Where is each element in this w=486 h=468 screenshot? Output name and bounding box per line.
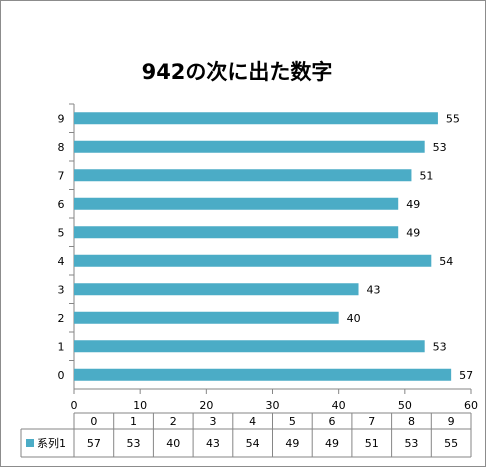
table-value-cell: 40 bbox=[166, 437, 180, 450]
x-tick-label: 30 bbox=[266, 399, 280, 412]
table-header-cell: 2 bbox=[170, 415, 177, 428]
x-tick-label: 0 bbox=[71, 399, 78, 412]
bar bbox=[74, 254, 432, 267]
y-tick-label: 8 bbox=[58, 141, 65, 154]
table-header-cell: 3 bbox=[209, 415, 216, 428]
data-label: 57 bbox=[459, 369, 473, 382]
y-tick-label: 5 bbox=[58, 226, 65, 239]
table-header-cell: 8 bbox=[408, 415, 415, 428]
bar bbox=[74, 311, 339, 324]
x-tick-label: 20 bbox=[199, 399, 213, 412]
table-header-cell: 1 bbox=[130, 415, 137, 428]
x-tick-label: 50 bbox=[398, 399, 412, 412]
bar bbox=[74, 112, 438, 125]
y-tick-label: 4 bbox=[58, 255, 65, 268]
data-label: 53 bbox=[433, 340, 447, 353]
table-value-cell: 51 bbox=[365, 437, 379, 450]
x-tick-label: 10 bbox=[133, 399, 147, 412]
table-value-cell: 54 bbox=[246, 437, 260, 450]
y-tick-label: 0 bbox=[58, 369, 65, 382]
plot-area: 0 10 20 30 40 50 60 0 57 1 53 2 40 3 43 4 54 5 49 6 49 7 51 8 53… bbox=[58, 103, 478, 412]
y-tick-label: 2 bbox=[58, 312, 65, 325]
table-header-cell: 5 bbox=[289, 415, 296, 428]
table-header-cell: 7 bbox=[368, 415, 375, 428]
bar bbox=[74, 197, 399, 210]
table-header-cell: 9 bbox=[448, 415, 455, 428]
x-tick-label: 60 bbox=[464, 399, 478, 412]
table-value-cell: 57 bbox=[87, 437, 101, 450]
y-tick-label: 7 bbox=[58, 169, 65, 182]
table-value-cell: 49 bbox=[285, 437, 299, 450]
data-label: 51 bbox=[419, 169, 433, 182]
table-header-cell: 0 bbox=[90, 415, 97, 428]
table-value-cell: 55 bbox=[444, 437, 458, 450]
chart-title: 942の次に出た数字 bbox=[142, 60, 333, 84]
data-label: 55 bbox=[446, 112, 460, 125]
bar bbox=[74, 340, 425, 353]
legend-key bbox=[26, 439, 34, 447]
table-value-cell: 53 bbox=[127, 437, 141, 450]
data-label: 43 bbox=[367, 283, 381, 296]
table-header-cell: 6 bbox=[329, 415, 336, 428]
series-name: 系列1 bbox=[37, 436, 66, 450]
y-tick-label: 3 bbox=[58, 283, 65, 296]
y-tick-label: 1 bbox=[58, 340, 65, 353]
table-header-cell: 4 bbox=[249, 415, 256, 428]
data-table: 0 57 1 53 2 40 3 43 4 54 5 49 6 49 7 51 8 53 9 55 系列1 bbox=[20, 412, 472, 458]
table-value-cell: 53 bbox=[404, 437, 418, 450]
bar bbox=[74, 226, 399, 239]
table-value-cell: 43 bbox=[206, 437, 220, 450]
bar bbox=[74, 368, 452, 381]
data-label: 54 bbox=[439, 255, 453, 268]
y-tick-label: 6 bbox=[58, 198, 65, 211]
bar bbox=[74, 140, 425, 153]
table-value-cell: 49 bbox=[325, 437, 339, 450]
data-label: 53 bbox=[433, 141, 447, 154]
y-tick-label: 9 bbox=[58, 112, 65, 125]
data-label: 49 bbox=[406, 226, 420, 239]
data-label: 49 bbox=[406, 198, 420, 211]
x-tick-label: 40 bbox=[332, 399, 346, 412]
bar bbox=[74, 283, 359, 296]
data-label: 40 bbox=[347, 312, 361, 325]
bar bbox=[74, 169, 412, 182]
